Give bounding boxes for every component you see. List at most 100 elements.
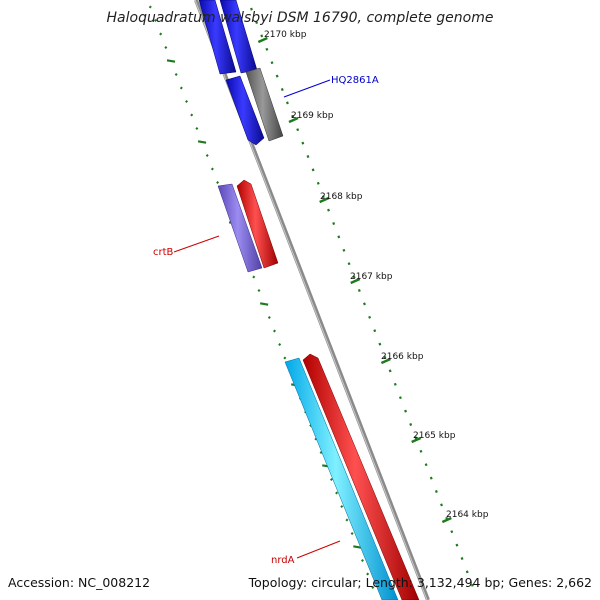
outer-ring-dot — [285, 101, 289, 105]
gene-feature[interactable] — [245, 67, 284, 142]
map-title: Haloquadratum walsbyi DSM 16790, complet… — [107, 10, 494, 26]
gene-feature-nrda[interactable] — [302, 353, 420, 600]
outer-ring-dot — [301, 141, 305, 145]
inner-ring-dot — [159, 32, 163, 36]
outer-ring-dot — [347, 262, 351, 266]
inner-ring-dot — [345, 518, 349, 522]
inner-ring-dot — [273, 329, 276, 333]
scale-tick — [411, 436, 422, 444]
outer-ring-dot — [352, 275, 356, 279]
outer-ring-dot — [465, 570, 469, 574]
outer-ring-dot — [414, 436, 418, 440]
outer-ring-dot — [429, 476, 433, 480]
inner-ring-dot — [185, 100, 189, 103]
outer-ring-dot — [393, 382, 397, 386]
outer-ring-dot — [337, 235, 341, 239]
outer-ring-dot — [409, 423, 413, 426]
inner-ring-dot — [210, 167, 214, 171]
outer-ring-dot — [383, 356, 387, 359]
inner-ring-dot — [340, 505, 344, 508]
outer-ring-dot — [419, 449, 423, 453]
gene-feature[interactable] — [284, 357, 399, 600]
outer-ring-dot — [296, 128, 300, 132]
inner-ring-dot — [267, 316, 271, 319]
inner-ring-dot — [252, 275, 256, 279]
outer-ring-dot — [434, 490, 438, 493]
outer-ring-dot — [378, 342, 382, 346]
outer-ring-dot — [357, 289, 361, 292]
inner-ring-dot — [350, 532, 354, 535]
outer-ring-dot — [388, 369, 392, 373]
scale-label: 2166 kbp — [381, 352, 424, 362]
inner-ring-dot — [195, 127, 199, 130]
label-leaders — [173, 79, 341, 559]
inner-ring-dot — [335, 491, 339, 495]
outer-ring-dot — [250, 7, 253, 11]
inner-ring-dot — [179, 86, 183, 90]
scale-tick — [288, 116, 299, 124]
outer-ring-dot — [255, 21, 259, 24]
inner-ring-dot — [371, 586, 375, 589]
scale-label: 2170 kbp — [264, 30, 307, 40]
outer-ring-dot — [321, 195, 325, 199]
outer-ring-dot — [260, 34, 264, 38]
scale-tick — [319, 196, 330, 204]
scale-tick — [257, 36, 268, 44]
inner-ring-dot — [329, 478, 333, 481]
scale-label: 2169 kbp — [291, 111, 334, 121]
outer-ring-dot — [311, 168, 315, 172]
scale-label: 2164 kbp — [446, 510, 489, 520]
gene-label-hq2861a[interactable]: HQ2861A — [331, 75, 379, 86]
outer-scale-ring — [250, 7, 474, 587]
outer-ring-dot — [332, 222, 336, 225]
outer-ring-dot — [404, 409, 408, 413]
outer-ring-dot — [460, 557, 464, 560]
gene-feature[interactable] — [236, 179, 279, 269]
outer-ring-dot — [342, 248, 346, 252]
inner-ring-dot — [257, 289, 261, 292]
outer-ring-dot — [363, 302, 366, 306]
scale-tick — [441, 516, 452, 524]
inner-ring-dot — [259, 302, 269, 306]
scale-label: 2168 kbp — [320, 192, 363, 202]
scale-tick — [380, 357, 391, 365]
inner-ring-dot — [148, 5, 152, 9]
gene-label-crtb[interactable]: crtB — [153, 247, 174, 258]
scale-label: 2165 kbp — [413, 431, 456, 441]
outer-ring-dot — [398, 396, 402, 400]
scale-label: 2167 kbp — [350, 272, 393, 282]
inner-ring-dot — [166, 59, 176, 63]
gene-feature[interactable] — [198, 0, 237, 75]
inner-ring-dot — [164, 46, 168, 49]
gene-feature[interactable] — [225, 75, 265, 146]
outer-ring-dot — [275, 74, 279, 78]
outer-ring-dot — [450, 530, 454, 534]
inner-ring-dot — [153, 19, 157, 22]
inner-ring-dot — [205, 154, 209, 157]
inner-ring-dot — [190, 113, 194, 117]
gene-label-nrda[interactable]: nrdA — [271, 555, 295, 566]
outer-ring-dot — [306, 155, 310, 158]
outer-ring-dot — [291, 114, 294, 118]
outer-ring-dot — [455, 543, 459, 547]
outer-ring-dot — [440, 503, 443, 507]
accession-text: Accession: NC_008212 — [8, 575, 150, 590]
inner-ring-dot — [366, 572, 370, 576]
outer-ring-dot — [280, 88, 284, 91]
outer-ring-dot — [327, 208, 330, 212]
inner-ring-dot — [278, 343, 282, 346]
scale-tick — [350, 277, 361, 285]
inner-ring-dot — [360, 559, 364, 562]
outer-ring-dot — [424, 463, 428, 467]
outer-ring-dot — [373, 329, 377, 333]
inner-ring-dot — [319, 451, 323, 454]
outer-ring-dot — [270, 61, 274, 65]
inner-ring-dot — [197, 140, 207, 144]
outer-ring-dot — [368, 315, 372, 319]
outer-ring-dot — [265, 47, 269, 51]
scale-labels: 2170 kbp 2169 kbp 2168 kbp 2167 kbp 2166… — [264, 30, 489, 520]
outer-ring-dot — [470, 583, 474, 587]
inner-ring-dot — [353, 545, 362, 549]
gene-feature-crtb[interactable] — [217, 183, 263, 273]
